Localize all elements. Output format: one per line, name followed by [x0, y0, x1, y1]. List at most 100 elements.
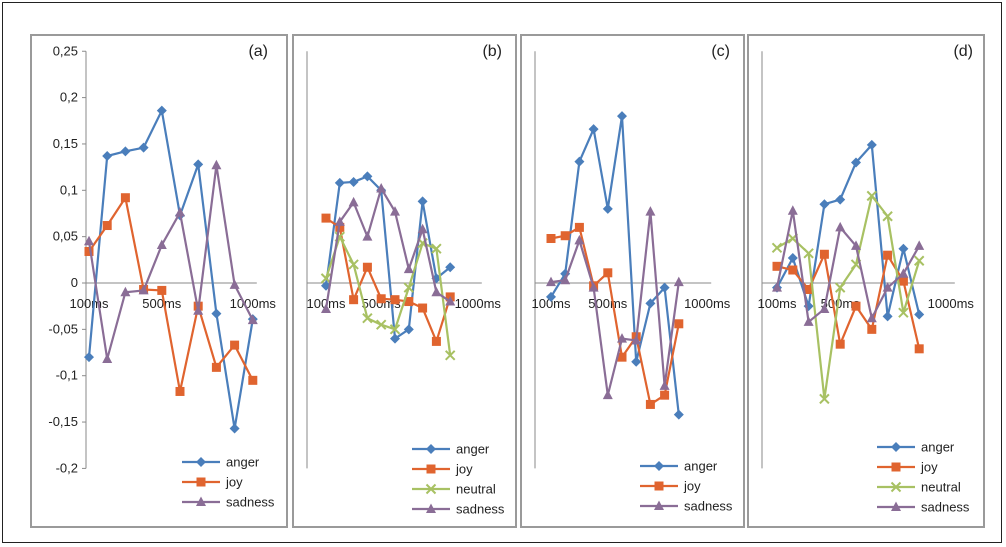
data-point-joy	[603, 268, 613, 278]
data-point-neutral	[375, 319, 387, 330]
legend-marker	[891, 462, 901, 472]
data-point-joy	[867, 324, 877, 334]
legend-marker	[891, 442, 901, 452]
data-point-sadness	[417, 223, 428, 234]
data-point-sadness	[673, 276, 684, 287]
legend-item-joy: joy	[182, 475, 243, 490]
x-tick-label: 500ms	[142, 296, 182, 311]
data-point-joy	[404, 297, 414, 307]
x-tick-label: 500ms	[588, 296, 628, 311]
chart-b-svg: 100ms500ms1000ms(b)angerjoyneutralsadnes…	[306, 43, 505, 517]
data-point-sadness	[645, 206, 656, 216]
data-point-joy	[574, 222, 584, 232]
data-point-anger	[138, 142, 149, 153]
legend-label: sadness	[456, 502, 505, 517]
data-point-joy	[431, 336, 441, 346]
data-point-joy	[390, 295, 400, 305]
data-point-sadness	[866, 312, 877, 323]
legend-item-joy: joy	[877, 460, 938, 475]
series-line-joy	[550, 226, 680, 406]
data-point-sadness	[84, 235, 94, 246]
data-point-sadness	[882, 282, 893, 292]
series-line-sadness	[550, 210, 680, 397]
panel-label: (c)	[711, 43, 730, 60]
data-point-sadness	[772, 282, 782, 292]
series-anger	[84, 105, 258, 434]
legend-marker	[426, 444, 436, 454]
x-tick-label: 100ms	[757, 296, 797, 311]
data-point-anger	[445, 262, 456, 273]
legend-item-anger: anger	[182, 455, 260, 470]
series-line-neutral	[324, 235, 452, 356]
data-point-anger	[120, 146, 131, 157]
data-point-neutral	[389, 324, 401, 335]
legend-item-anger: anger	[412, 442, 490, 457]
data-point-neutral	[403, 282, 415, 293]
panel-label: (b)	[482, 43, 502, 60]
data-point-anger	[211, 308, 222, 319]
data-point-anger	[84, 352, 94, 363]
legend-item-sadness: sadness	[640, 499, 733, 514]
data-point-sadness	[247, 314, 258, 325]
data-point-sadness	[211, 159, 222, 170]
data-point-sadness	[156, 239, 167, 249]
data-point-joy	[819, 249, 829, 259]
legend-item-joy: joy	[640, 479, 701, 494]
data-point-joy	[914, 344, 924, 354]
chart-a-svg: 0,25 0,2 0,15 0,1 0,05 0 -0,05 -0,1 -0,15 -0,2 100…	[48, 43, 277, 510]
data-point-anger	[803, 301, 814, 312]
series-joy	[84, 193, 258, 396]
y-tick-label: 0,15	[53, 136, 78, 151]
data-point-anger	[819, 199, 830, 210]
chart-panel-b: 100ms500ms1000ms(b)angerjoyneutralsadnes…	[292, 34, 517, 528]
chart-c-svg: 100ms 500ms 1000ms (c) anger joy sadness	[531, 43, 733, 514]
legend-marker	[891, 501, 901, 511]
legend-marker	[654, 500, 664, 510]
data-point-joy	[120, 193, 130, 203]
x-tick-label: 500ms	[821, 296, 861, 311]
data-point-neutral	[348, 259, 359, 270]
legend-item-sadness: sadness	[182, 495, 275, 510]
data-point-neutral	[819, 393, 830, 405]
data-point-anger	[546, 291, 556, 302]
series-line-sadness	[87, 164, 254, 361]
series-anger	[321, 171, 456, 344]
data-point-sadness	[348, 196, 359, 207]
x-tick-label: 1000ms	[455, 296, 502, 311]
legend-label: anger	[921, 440, 955, 455]
legend-item-sadness: sadness	[412, 502, 505, 517]
legend-marker	[425, 483, 437, 495]
y-tick-label: -0,05	[48, 321, 78, 336]
data-point-sadness	[403, 263, 414, 274]
x-tick-label: 1000ms	[928, 296, 975, 311]
y-tick-label: -0,15	[48, 414, 78, 429]
series-line-neutral	[776, 194, 921, 400]
series-line-anger	[87, 109, 254, 430]
y-tick-label: 0,2	[60, 90, 78, 105]
data-point-joy	[248, 375, 258, 385]
series-line-sadness	[775, 209, 921, 324]
legend-label: sadness	[921, 500, 970, 515]
data-point-anger	[334, 177, 345, 188]
data-point-sadness	[334, 216, 345, 226]
data-point-anger	[193, 159, 204, 170]
data-point-joy	[376, 294, 386, 304]
data-point-anger	[659, 282, 670, 293]
data-point-sadness	[914, 240, 925, 250]
data-point-anger	[617, 111, 627, 122]
data-point-anger	[673, 409, 684, 420]
y-tick-label: -0,1	[56, 368, 78, 383]
data-point-sadness	[138, 284, 149, 295]
data-point-anger	[835, 194, 846, 205]
series-line-joy	[88, 196, 254, 393]
y-tick-label: 0,1	[60, 182, 78, 197]
x-tick-label: 100ms	[531, 296, 571, 311]
y-tick-label: 0,25	[53, 43, 78, 58]
x-tick-label: 1000ms	[230, 296, 277, 311]
series-sadness	[321, 182, 456, 313]
data-point-sadness	[631, 334, 642, 345]
data-point-sadness	[803, 316, 814, 326]
legend-label: anger	[684, 459, 718, 474]
chart-panel-d: 100ms 500ms 1000ms (d) anger joy neutral sadnes…	[747, 34, 985, 528]
legend-item-sadness: sadness	[877, 500, 970, 515]
